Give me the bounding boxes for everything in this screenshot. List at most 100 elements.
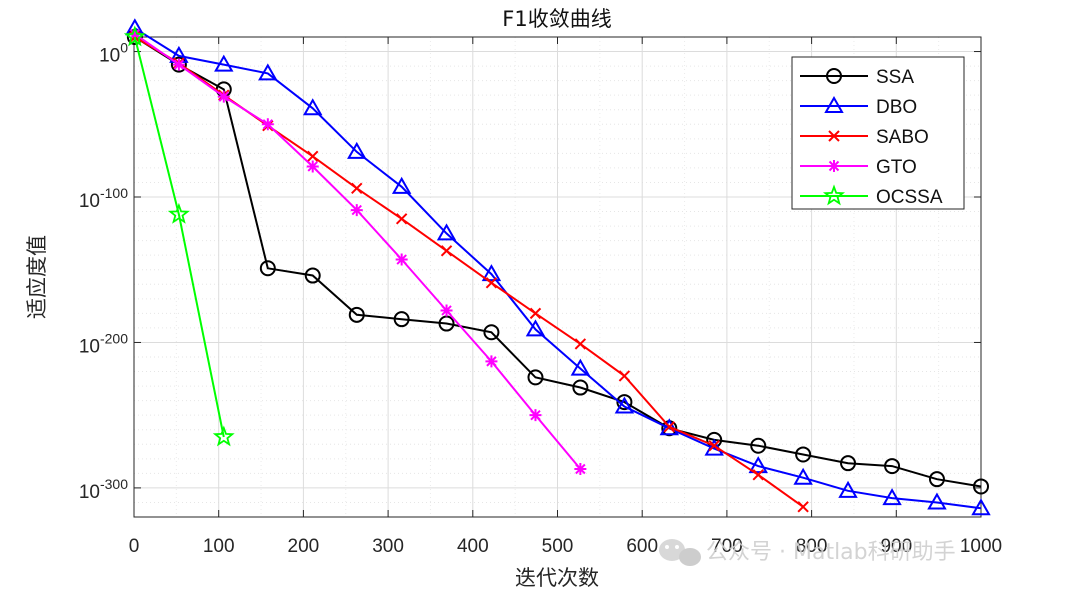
data-point-ocssa (167, 202, 190, 224)
data-point-sabo (485, 277, 498, 289)
data-point-dbo (302, 98, 323, 116)
data-point-dbo (481, 264, 502, 282)
legend-item-sabo: SABO (800, 127, 929, 148)
data-point-gto (529, 409, 542, 422)
legend-label-sabo: SABO (876, 127, 929, 148)
legend-label-gto: GTO (876, 157, 917, 178)
data-point-dbo (347, 141, 367, 159)
data-point-ssa (527, 369, 544, 386)
data-point-dbo (882, 488, 902, 506)
x-tick-label: 100 (203, 536, 235, 557)
x-tick-label: 400 (457, 536, 489, 557)
data-point-gto (172, 58, 185, 71)
data-point-ssa (884, 458, 901, 475)
data-point-dbo (971, 498, 991, 516)
series-gto (128, 28, 587, 475)
legend-label-dbo: DBO (876, 97, 917, 118)
data-point-ocssa (212, 425, 235, 447)
data-point-ssa (750, 437, 767, 454)
data-point-dbo (793, 467, 813, 485)
data-point-ssa (616, 394, 633, 411)
x-axis-label: 迭代次数 (515, 566, 599, 590)
data-point-ssa (170, 56, 187, 73)
data-point-dbo (659, 418, 680, 436)
data-point-ssa (348, 306, 365, 323)
data-point-ssa (840, 455, 857, 472)
data-point-sabo (440, 245, 453, 257)
data-point-ssa (259, 260, 276, 277)
data-point-ssa (928, 471, 945, 488)
data-point-ssa (483, 324, 500, 341)
data-point-dbo (570, 358, 591, 376)
data-point-ocssa (123, 25, 146, 47)
legend-marker-gto (828, 160, 840, 172)
data-point-gto (574, 463, 587, 475)
x-tick-label: 0 (129, 536, 140, 557)
data-point-sabo (797, 501, 809, 513)
legend-marker-ssa (826, 68, 842, 84)
data-point-ssa (973, 478, 989, 495)
watermark: 公众号 · Matlab科研助手 (659, 539, 956, 566)
legend-item-gto: GTO (800, 157, 917, 178)
x-tick-label: 700 (711, 536, 743, 557)
data-point-sabo (752, 469, 764, 481)
data-point-dbo (614, 396, 635, 414)
legend-marker-sabo (828, 130, 840, 142)
x-tick-label: 1000 (960, 536, 1002, 557)
data-point-gto (261, 118, 274, 131)
legend-marker-dbo (824, 95, 844, 113)
legend-label-ocssa: OCSSA (876, 187, 943, 208)
data-point-ssa (572, 379, 589, 396)
data-point-ssa (438, 315, 455, 332)
y-tick-label: 10-300 (79, 476, 128, 503)
y-tick-label: 10-200 (79, 330, 128, 357)
data-point-sabo (395, 213, 408, 225)
axis-ticks: 0 100 200 300 400 500 600 700 800 900 1000 100 10-10… (79, 37, 1002, 557)
legend-item-ssa: SSA (800, 67, 914, 88)
y-tick-label: 10-100 (79, 185, 128, 212)
legend-marker-ocssa (822, 184, 846, 206)
legend-item-ocssa: OCSSA (800, 184, 943, 208)
data-point-gto (217, 90, 230, 103)
data-point-gto (128, 28, 141, 41)
data-point-gto (395, 253, 408, 266)
data-point-gto (350, 204, 363, 217)
chart-title: F1收敛曲线 (502, 7, 611, 31)
data-point-dbo (838, 480, 858, 498)
x-tick-label: 800 (796, 536, 828, 557)
data-point-sabo (529, 307, 542, 320)
data-point-dbo (748, 456, 768, 474)
y-axis-label: 适应度值 (25, 235, 49, 319)
data-point-sabo (574, 338, 587, 350)
data-series (123, 18, 991, 516)
series-dbo (125, 18, 991, 516)
x-tick-label: 600 (626, 536, 658, 557)
series-ocssa (123, 25, 235, 447)
x-tick-label: 300 (372, 536, 404, 557)
legend: SSA DBO SABO GTO OCSSA (791, 56, 965, 210)
data-point-dbo (214, 54, 234, 72)
data-point-ssa (304, 267, 321, 284)
data-point-sabo (618, 370, 631, 382)
data-point-gto (485, 355, 498, 368)
series-ssa (126, 29, 989, 495)
legend-box (791, 56, 965, 210)
x-tick-label: 900 (880, 536, 912, 557)
data-point-sabo (663, 421, 676, 433)
data-point-gto (306, 160, 319, 173)
data-point-dbo (436, 223, 457, 241)
x-tick-label: 200 (288, 536, 320, 557)
legend-item-dbo: DBO (800, 95, 917, 118)
data-point-sabo (708, 440, 720, 452)
data-point-sabo (307, 150, 319, 162)
data-point-ssa (393, 311, 410, 328)
series-line-ocssa (133, 36, 225, 438)
data-point-dbo (258, 63, 278, 81)
data-point-dbo (927, 492, 947, 510)
watermark-text: 公众号 · Matlab科研助手 (706, 540, 956, 565)
y-tick-label: 100 (99, 40, 128, 67)
data-point-dbo (525, 319, 546, 337)
data-point-sabo (351, 182, 363, 194)
data-point-gto (440, 304, 453, 317)
